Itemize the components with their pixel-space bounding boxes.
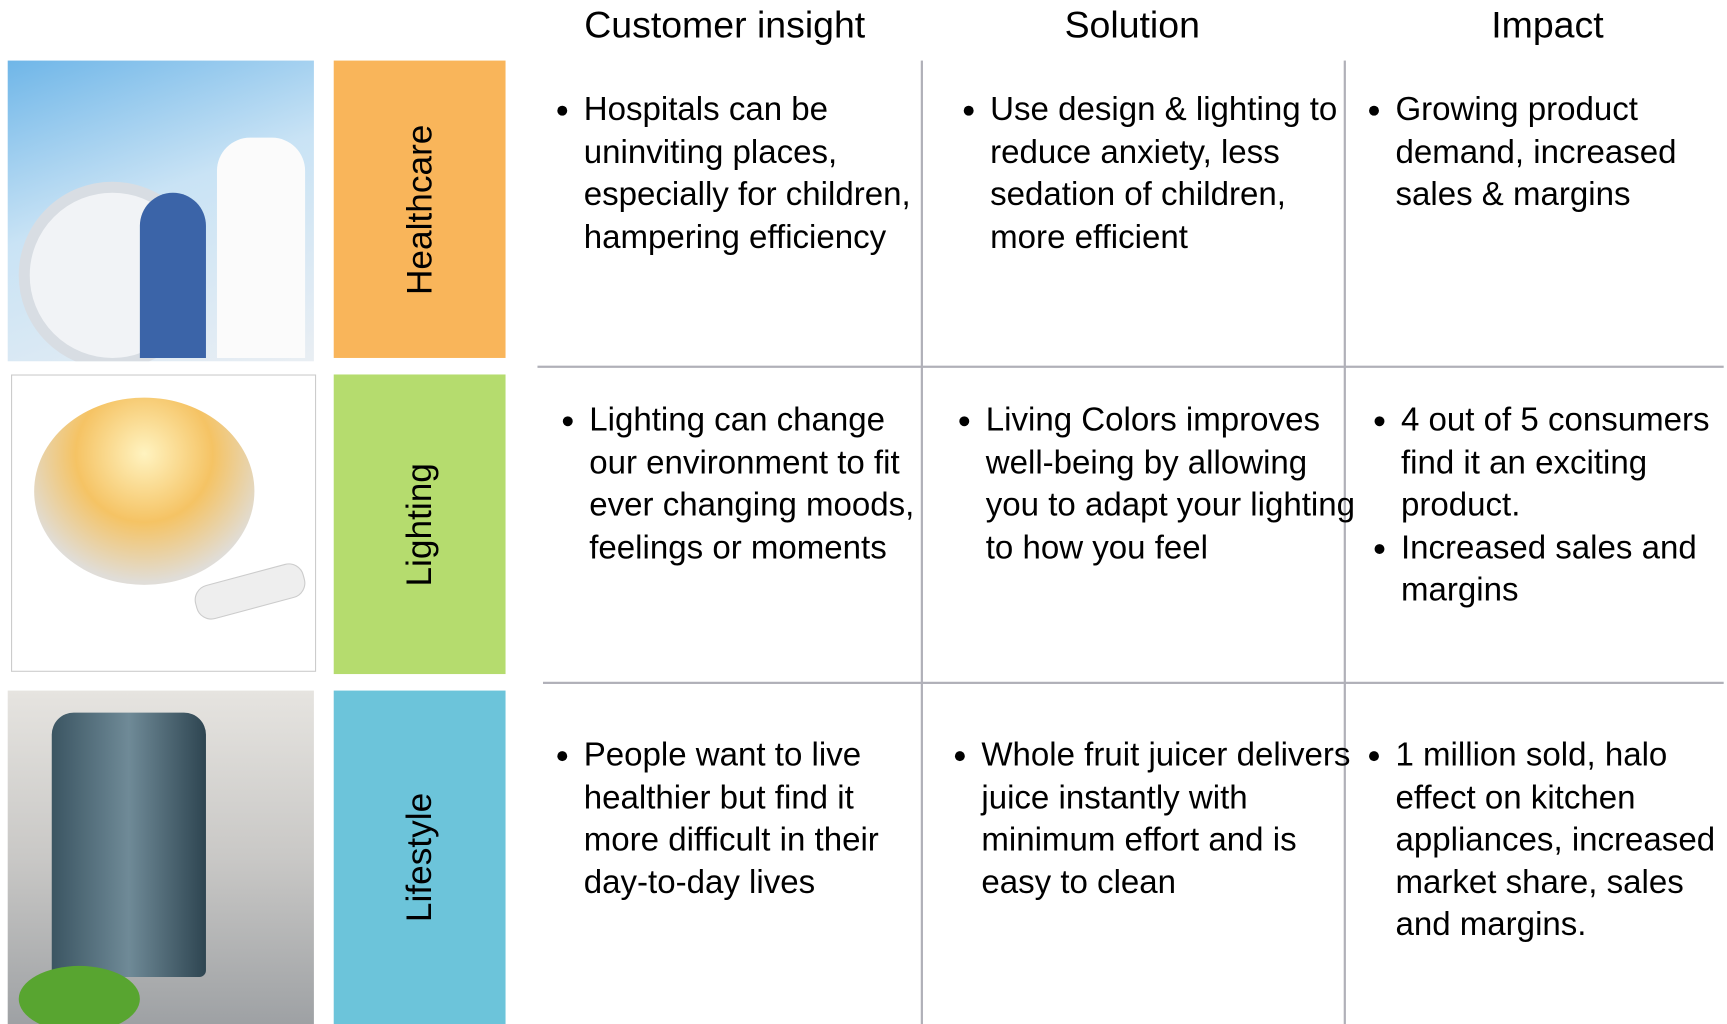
bullet-list: Lighting can change our environment to f… (553, 400, 920, 570)
column-header: Customer insight (584, 4, 866, 47)
row-label: Lifestyle (399, 792, 439, 923)
column-header: Solution (1064, 4, 1200, 47)
row-label: Lighting (399, 462, 439, 586)
bullet: Lighting can change our environment to f… (589, 400, 919, 570)
row-label-box: Lighting (333, 374, 506, 675)
apples (18, 965, 140, 1024)
divider (920, 60, 923, 1024)
bullet: 1 million sold, halo effect on kitchen a… (1395, 735, 1727, 947)
divider (1343, 60, 1346, 1024)
row-label-box: Lifestyle (333, 690, 506, 1024)
divider (537, 365, 1724, 368)
bullet: People want to live healthier but find i… (584, 735, 914, 905)
lifestyle-photo (7, 690, 314, 1024)
doctor (216, 137, 306, 358)
healthcare-photo (7, 60, 314, 362)
bullet-list: Growing product demand, increased sales … (1359, 89, 1727, 216)
row-label: Healthcare (399, 124, 439, 295)
bullet-list: People want to live healthier but find i… (547, 735, 914, 905)
column-header: Impact (1491, 4, 1604, 47)
juicer (51, 712, 206, 977)
bullet: Increased sales and margins (1401, 527, 1727, 612)
lamp (34, 397, 255, 585)
child (139, 192, 206, 358)
bullet: Living Colors improves well-being by all… (986, 400, 1366, 570)
divider (542, 681, 1724, 684)
bullet-list: Living Colors improves well-being by all… (949, 400, 1365, 570)
bullet-list: 4 out of 5 consumers find it an exciting… (1365, 400, 1727, 612)
row-label-box: Healthcare (333, 60, 506, 358)
remote (191, 559, 309, 624)
bullet: 4 out of 5 consumers find it an exciting… (1401, 400, 1727, 527)
lighting-photo (11, 374, 317, 672)
bullet-list: Whole fruit juicer delivers juice instan… (945, 735, 1356, 905)
bullet-list: Use design & lighting to reduce anxiety,… (954, 89, 1365, 259)
bullet: Hospitals can be uninviting places, espe… (584, 89, 914, 259)
bullet-list: Hospitals can be uninviting places, espe… (547, 89, 914, 259)
bullet: Use design & lighting to reduce anxiety,… (990, 89, 1364, 259)
bullet: Growing product demand, increased sales … (1395, 89, 1727, 216)
bullet: Whole fruit juicer delivers juice instan… (981, 735, 1355, 905)
bullet-list: 1 million sold, halo effect on kitchen a… (1359, 735, 1727, 947)
